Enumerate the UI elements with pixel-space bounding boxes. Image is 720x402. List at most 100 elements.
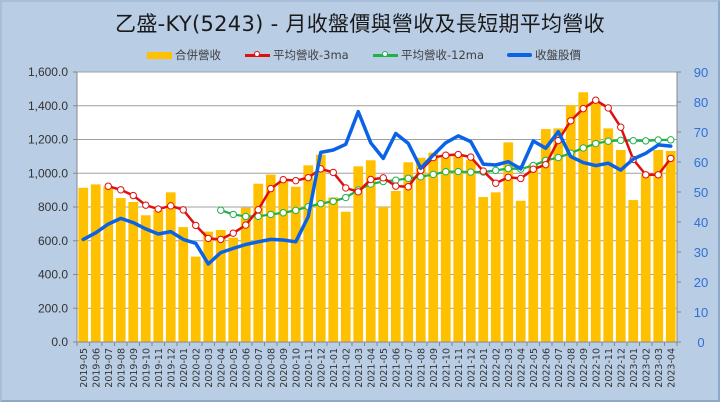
x-axis-tick-label: 2020-03 — [204, 348, 215, 388]
line-marker — [667, 154, 675, 163]
line-marker — [242, 212, 250, 221]
line-marker — [442, 168, 450, 176]
line-marker-swatch-icon — [373, 50, 398, 57]
x-axis-tick-label: 2021-06 — [391, 348, 402, 388]
line-marker — [317, 199, 325, 208]
revenue-bar — [153, 210, 164, 342]
revenue-bar — [665, 150, 676, 342]
y-axis-tick-label: 200.0 — [38, 301, 68, 315]
revenue-bar — [240, 207, 251, 342]
y-axis-tick-label: 1,200.0 — [28, 133, 68, 147]
line-marker — [254, 206, 262, 214]
x-axis-tick-label: 2022-05 — [529, 348, 540, 388]
x-axis-tick-label: 2021-12 — [466, 348, 477, 388]
x-axis-tick-label: 2022-11 — [604, 348, 615, 388]
bar-swatch-icon — [147, 51, 172, 59]
line-marker — [379, 174, 387, 182]
x-axis-tick-label: 2019-05 — [79, 348, 90, 388]
line-marker — [467, 153, 475, 161]
x-axis-tick-label: 2022-02 — [491, 348, 502, 388]
revenue-bar — [578, 92, 589, 342]
revenue-bar — [115, 198, 126, 342]
x-axis-tick-label: 2021-07 — [404, 348, 415, 388]
revenue-bar — [378, 207, 389, 342]
line-marker — [529, 165, 537, 173]
line-marker — [604, 137, 612, 145]
y2-axis-tick-label: 0 — [697, 335, 704, 350]
x-axis-tick-label: 2020-12 — [316, 348, 327, 388]
price-line — [81, 109, 673, 266]
chart-title: 乙盛-KY(5243) - 月收盤價與營收及長短期平均營收 — [115, 12, 605, 36]
line-marker — [329, 168, 337, 177]
line-marker — [217, 206, 225, 214]
line-marker — [642, 171, 650, 179]
line-marker — [579, 144, 587, 152]
line-marker — [479, 167, 487, 175]
line-marker — [429, 170, 437, 179]
x-axis-tick-label: 2021-09 — [429, 348, 440, 388]
line-marker-swatch-icon — [245, 50, 270, 57]
x-axis-tick-label: 2019-11 — [154, 348, 165, 388]
revenue-bar — [415, 157, 426, 342]
line-marker — [404, 183, 412, 191]
revenue-bar — [528, 164, 539, 342]
line-marker — [504, 164, 512, 173]
x-axis-tick-label: 2020-05 — [229, 348, 240, 388]
revenue-bar — [303, 165, 314, 342]
line-marker — [167, 202, 175, 210]
x-axis-tick-label: 2022-09 — [579, 348, 590, 388]
legend-item-price: 收盤股價 — [507, 47, 581, 63]
line-marker — [654, 136, 662, 144]
line-marker — [329, 197, 337, 205]
line-marker — [267, 184, 275, 193]
line-marker — [554, 153, 562, 162]
x-axis-tick-label: 2021-11 — [454, 348, 465, 388]
line-marker — [617, 123, 625, 131]
line-marker — [354, 188, 362, 196]
x-axis-tick-label: 2019-08 — [116, 348, 127, 388]
line-marker — [404, 174, 412, 183]
x-axis-tick-label: 2020-07 — [254, 348, 265, 388]
x-axis-tick-label: 2022-03 — [504, 348, 515, 388]
revenue-bar — [203, 231, 214, 342]
line-marker — [629, 136, 637, 145]
revenue-bar — [440, 155, 451, 342]
revenue-bar — [490, 192, 501, 342]
line-marker — [492, 166, 500, 175]
revenue-bar — [253, 183, 264, 342]
line-marker — [604, 104, 612, 112]
revenue-bar — [553, 128, 564, 342]
revenue-bar — [140, 215, 151, 342]
line-marker — [392, 182, 400, 190]
x-axis-tick-label: 2021-01 — [329, 348, 340, 388]
y-axis-tick-label: 1,000.0 — [28, 166, 68, 180]
line-marker — [492, 179, 500, 187]
revenue-bar — [515, 200, 526, 342]
x-axis-tick-label: 2022-07 — [554, 348, 565, 388]
revenue-bar — [615, 149, 626, 342]
revenue-bar — [453, 156, 464, 342]
ma3-line — [107, 98, 672, 241]
line-marker — [229, 210, 237, 219]
line-marker — [179, 206, 187, 214]
x-axis-tick-label: 2020-09 — [279, 348, 290, 388]
x-axis-tick-label: 2019-09 — [129, 348, 140, 388]
revenue-bar — [178, 227, 189, 342]
line-marker — [567, 117, 575, 125]
x-axis-tick-label: 2023-04 — [666, 348, 677, 388]
revenue-bar — [403, 162, 414, 342]
revenue-bar — [78, 187, 89, 342]
line-marker — [654, 171, 662, 179]
line-marker — [617, 136, 625, 145]
revenue-bar — [590, 103, 601, 342]
revenue-bar — [465, 160, 476, 342]
revenue-bar — [603, 128, 614, 342]
x-axis-tick-label: 2022-04 — [516, 348, 527, 388]
legend-label-ma12: 平均營收-12ma — [401, 48, 485, 62]
line-marker — [242, 221, 250, 229]
y-axis-tick-label: 600.0 — [38, 234, 68, 248]
x-axis-tick-label: 2023-02 — [641, 348, 652, 388]
x-axis-tick-label: 2020-10 — [291, 348, 302, 388]
line-marker — [592, 139, 600, 148]
